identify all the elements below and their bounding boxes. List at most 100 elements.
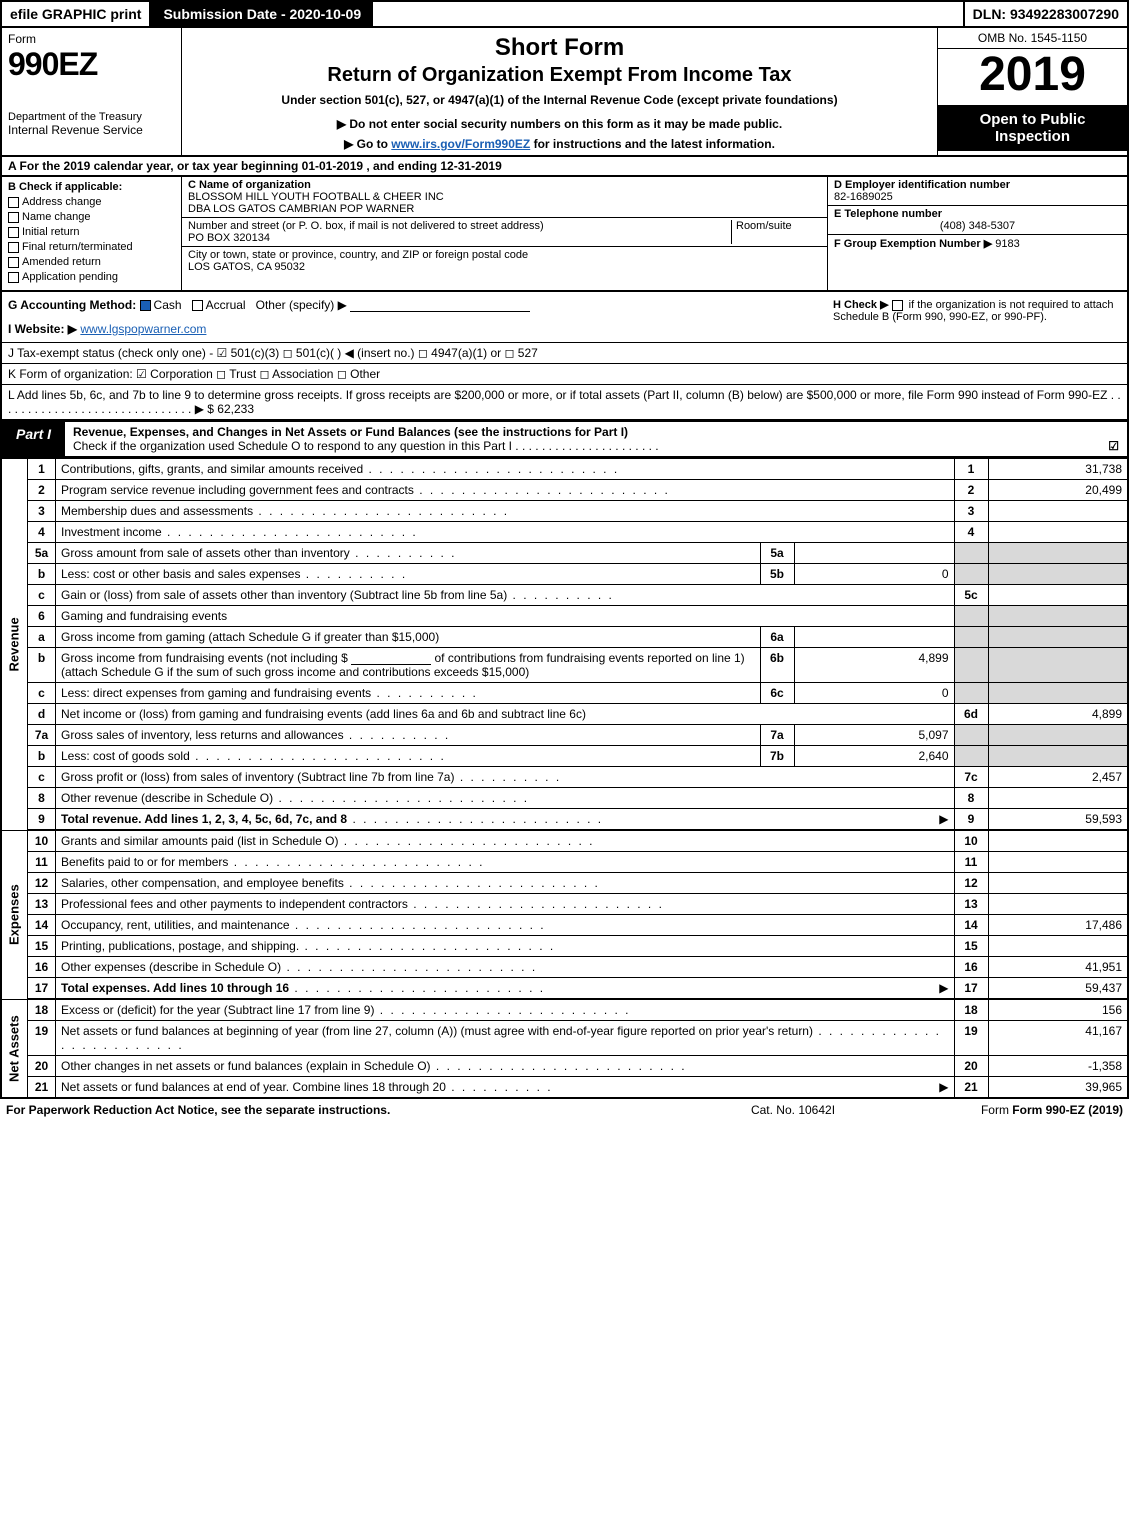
ln-rval: 2,457 [988,767,1128,788]
contrib-field[interactable] [351,651,431,665]
checkbox-icon[interactable] [8,242,19,253]
chk-amended-return[interactable]: Amended return [8,256,175,268]
chk-address-change[interactable]: Address change [8,196,175,208]
website-link[interactable]: www.lgspopwarner.com [80,322,206,336]
section-l: L Add lines 5b, 6c, and 7b to line 9 to … [0,385,1129,421]
efile-print-label[interactable]: efile GRAPHIC print [2,2,151,26]
ln-desc: Other changes in net assets or fund bala… [56,1056,955,1077]
checkbox-icon[interactable] [8,257,19,268]
chk-label: Final return/terminated [22,241,133,253]
ln-desc: Printing, publications, postage, and shi… [56,936,955,957]
ln-rval: -1,358 [988,1056,1128,1077]
ln-rval [988,830,1128,852]
line-6a: a Gross income from gaming (attach Sched… [1,627,1128,648]
ln-num: 10 [28,830,56,852]
ln-desc: Benefits paid to or for members [56,852,955,873]
box-value: 0 [794,564,954,585]
dept-treasury: Department of the Treasury [8,111,175,123]
l-amount: $ 62,233 [207,402,254,416]
ln-num: 7a [28,725,56,746]
line-7b: b Less: cost of goods sold 7b 2,640 [1,746,1128,767]
line-6c: c Less: direct expenses from gaming and … [1,683,1128,704]
checkbox-icon[interactable] [8,212,19,223]
line-15: 15 Printing, publications, postage, and … [1,936,1128,957]
ln-rnum: 6d [954,704,988,725]
open-to-public: Open to Public Inspection [938,105,1127,151]
ln-rnum: 1 [954,459,988,480]
ln-desc: Grants and similar amounts paid (list in… [56,830,955,852]
box-value: 0 [794,683,954,704]
line-19: 19 Net assets or fund balances at beginn… [1,1021,1128,1056]
line-21: 21 Net assets or fund balances at end of… [1,1077,1128,1099]
total-expenses-label: Total expenses. Add lines 10 through 16 [61,981,289,995]
ln-desc: Net assets or fund balances at end of ye… [56,1077,955,1099]
line-12: 12 Salaries, other compensation, and emp… [1,873,1128,894]
topbar-spacer [373,2,963,26]
irs-label: Internal Revenue Service [8,123,175,137]
ln-num: 4 [28,522,56,543]
f-label: F Group Exemption Number ▶ [834,238,992,250]
form-word: Form [8,32,175,46]
part-1-table: Revenue 1 Contributions, gifts, grants, … [0,458,1129,1099]
header-left: Form 990EZ Department of the Treasury In… [2,28,182,155]
line-3: 3 Membership dues and assessments 3 [1,501,1128,522]
line-20: 20 Other changes in net assets or fund b… [1,1056,1128,1077]
section-b-label: B Check if applicable: [8,181,175,193]
checkbox-icon[interactable] [8,197,19,208]
ln-rnum: 11 [954,852,988,873]
g-other-field[interactable] [350,298,530,312]
chk-application-pending[interactable]: Application pending [8,271,175,283]
cat-no: Cat. No. 10642I [663,1103,923,1117]
page-footer: For Paperwork Reduction Act Notice, see … [0,1099,1129,1121]
ln-rval [988,585,1128,606]
box-value: 2,640 [794,746,954,767]
section-d: D Employer identification number 82-1689… [828,177,1127,206]
h-label: H Check ▶ [833,299,889,311]
ln-rnum: 14 [954,915,988,936]
shade-cell [988,683,1128,704]
submission-date-button[interactable]: Submission Date - 2020-10-09 [151,2,373,26]
ln-num: 3 [28,501,56,522]
ln-rval: 17,486 [988,915,1128,936]
section-g-h: G Accounting Method: Cash Accrual Other … [0,292,1129,343]
shade-cell [954,627,988,648]
arrow-icon: ▶ [939,812,948,826]
ln-rval: 41,951 [988,957,1128,978]
ln-num: c [28,683,56,704]
ln-desc: Total revenue. Add lines 1, 2, 3, 4, 5c,… [56,809,955,831]
shade-cell [954,683,988,704]
part-1-title-block: Revenue, Expenses, and Changes in Net As… [65,422,1127,456]
checkbox-h-icon[interactable] [892,300,903,311]
d-label: D Employer identification number [834,179,1010,191]
checkbox-accrual-icon[interactable] [192,300,203,311]
city-value: LOS GATOS, CA 95032 [188,261,305,273]
ssn-warning: ▶ Do not enter social security numbers o… [188,117,931,131]
line-7c: c Gross profit or (loss) from sales of i… [1,767,1128,788]
ln-desc: Gain or (loss) from sale of assets other… [56,585,955,606]
checkbox-icon[interactable] [8,272,19,283]
ln-num: 13 [28,894,56,915]
ln-rval: 39,965 [988,1077,1128,1099]
chk-final-return[interactable]: Final return/terminated [8,241,175,253]
ln-rval [988,788,1128,809]
checkbox-icon[interactable] [8,227,19,238]
shade-cell [954,606,988,627]
irs-link[interactable]: www.irs.gov/Form990EZ [391,137,530,151]
shade-cell [988,627,1128,648]
ln-desc: Excess or (deficit) for the year (Subtra… [56,999,955,1021]
ln-rnum: 20 [954,1056,988,1077]
ln-desc: Contributions, gifts, grants, and simila… [56,459,955,480]
title-return: Return of Organization Exempt From Incom… [188,64,931,87]
chk-label: Initial return [22,226,79,238]
chk-name-change[interactable]: Name change [8,211,175,223]
line-21-text: Net assets or fund balances at end of ye… [61,1080,446,1094]
shade-cell [954,746,988,767]
org-name: BLOSSOM HILL YOUTH FOOTBALL & CHEER INC [188,191,444,203]
line-6: 6 Gaming and fundraising events [1,606,1128,627]
line-6b: b Gross income from fundraising events (… [1,648,1128,683]
ln-rval: 156 [988,999,1128,1021]
box-label: 7b [760,746,794,767]
form-header: Form 990EZ Department of the Treasury In… [0,28,1129,157]
chk-initial-return[interactable]: Initial return [8,226,175,238]
checkbox-cash-icon[interactable] [140,300,151,311]
